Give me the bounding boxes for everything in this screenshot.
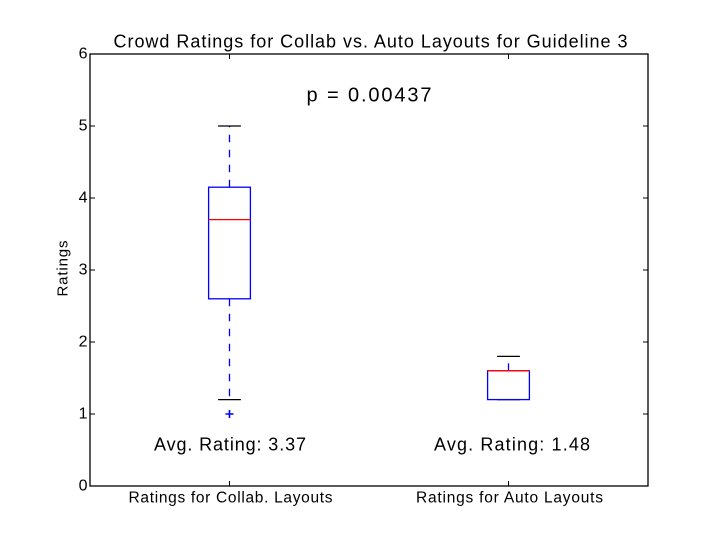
svg-text:Avg. Rating: 3.37: Avg. Rating: 3.37 bbox=[154, 434, 306, 454]
svg-text:5: 5 bbox=[79, 118, 88, 135]
svg-text:4: 4 bbox=[79, 190, 88, 207]
svg-text:6: 6 bbox=[79, 46, 88, 63]
svg-text:0: 0 bbox=[79, 478, 88, 495]
svg-text:Avg. Rating: 1.48: Avg. Rating: 1.48 bbox=[434, 434, 590, 454]
svg-text:Ratings for Collab. Layouts: Ratings for Collab. Layouts bbox=[129, 489, 333, 506]
svg-text:p = 0.00437: p = 0.00437 bbox=[307, 84, 432, 106]
svg-text:Ratings for Auto Layouts: Ratings for Auto Layouts bbox=[416, 489, 603, 506]
svg-text:2: 2 bbox=[79, 334, 88, 351]
svg-text:1: 1 bbox=[79, 406, 88, 423]
svg-text:Ratings: Ratings bbox=[55, 241, 72, 297]
svg-text:Crowd Ratings for Collab vs. A: Crowd Ratings for Collab vs. Auto Layout… bbox=[114, 32, 628, 52]
svg-text:3: 3 bbox=[79, 262, 88, 279]
